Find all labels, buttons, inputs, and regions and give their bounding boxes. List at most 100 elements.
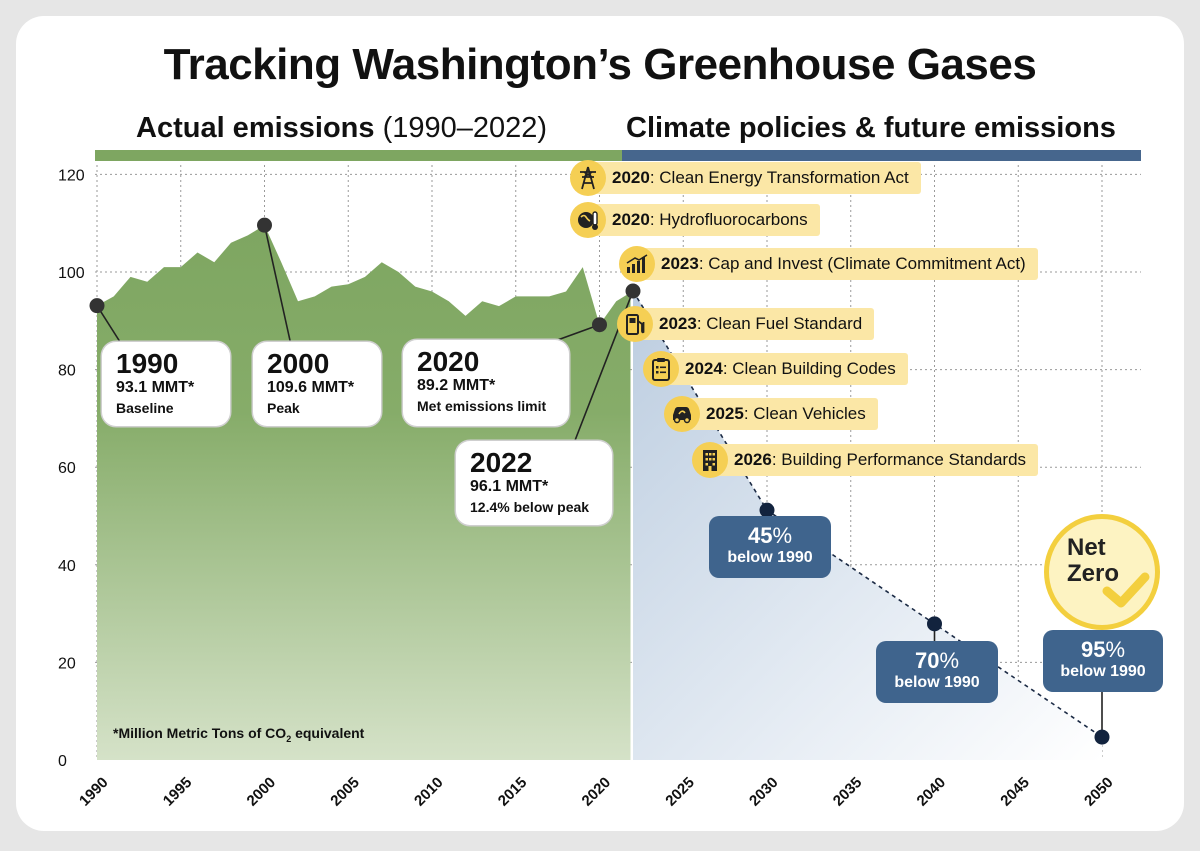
callout-year: 2022: [470, 447, 533, 478]
policy-year: 2020: [612, 168, 650, 187]
target-2050: 95% below 1990: [1043, 630, 1163, 692]
data-point: [927, 616, 942, 632]
target-percent: 70%: [876, 649, 998, 673]
power-tower-icon: [570, 160, 606, 196]
callout-value: 109.6 MMT*: [267, 379, 355, 396]
x-axis-ticks: 1990 1995 2000 2005 2010 2015 2020 2025 2030 2035…: [76, 774, 1117, 810]
bar-chart-icon: [619, 246, 655, 282]
policy-label: 2024: Clean Building Codes: [655, 353, 908, 385]
x-tick-label: 2000: [244, 774, 280, 810]
callout-year: 1990: [116, 348, 179, 379]
connector-line: [263, 224, 292, 346]
x-tick-label: 2010: [411, 774, 447, 810]
page-title: Tracking Washington’s Greenhouse Gases: [163, 40, 1037, 89]
checkmark-icon: [1102, 572, 1150, 608]
policy-name: : Cap and Invest (Climate Commitment Act…: [698, 254, 1026, 273]
y-axis-ticks: 0 20 40 60 80 100 120: [58, 167, 85, 770]
section-left-bold: Actual emissions: [136, 112, 375, 144]
x-tick-label: 2015: [495, 774, 531, 810]
data-point: [1094, 729, 1110, 745]
policy-clean-building-codes: 2024: Clean Building Codes: [643, 351, 908, 387]
x-tick-label: 2035: [830, 774, 866, 810]
data-point: [759, 502, 775, 518]
policy-year: 2026: [734, 450, 772, 469]
x-tick-label: 2030: [746, 774, 782, 810]
callout-2022: 2022 96.1 MMT* 12.4% below peak: [456, 441, 612, 525]
data-point: [625, 283, 641, 299]
target-label: below 1990: [894, 674, 980, 691]
policy-name: : Clean Vehicles: [743, 404, 866, 423]
x-tick-label: 2050: [1081, 774, 1117, 810]
target-label: below 1990: [1060, 663, 1146, 680]
footnote-text: *Million Metric Tons of CO: [113, 725, 287, 741]
data-points: [89, 217, 1110, 745]
policy-name: : Clean Building Codes: [722, 359, 896, 378]
policy-hydrofluorocarbons: 2020: Hydrofluorocarbons: [570, 202, 820, 238]
policy-year: 2023: [659, 314, 697, 333]
footnote-subscript: 2: [286, 733, 292, 744]
policy-name: : Clean Energy Transformation Act: [649, 168, 909, 187]
section-bar-blue: [622, 150, 1141, 161]
policy-name: : Building Performance Standards: [771, 450, 1027, 469]
data-point: [89, 298, 105, 314]
target-percent-value: 70: [914, 648, 940, 673]
callout-year: 2000: [267, 348, 330, 379]
connector-line: [551, 323, 600, 343]
section-bar-green: [95, 150, 622, 161]
x-tick-label: 2040: [914, 774, 950, 810]
callout-1990: 1990 93.1 MMT* Baseline: [102, 342, 230, 426]
globe-thermometer-icon: [570, 202, 606, 238]
policy-label: 2026: Building Performance Standards: [704, 444, 1039, 476]
policy-label: 2025: Clean Vehicles: [676, 398, 878, 430]
x-tick-label: 1990: [76, 774, 112, 810]
x-tick-label: 1995: [160, 774, 196, 810]
callout-note: Met emissions limit: [417, 398, 547, 414]
policy-clean-vehicles: 2025: Clean Vehicles: [664, 396, 878, 432]
data-point: [592, 317, 607, 333]
policy-clean-fuel: 2023: Clean Fuel Standard: [617, 306, 875, 342]
policy-label: 2020: Hydrofluorocarbons: [582, 204, 820, 236]
y-tick-label: 20: [58, 655, 76, 672]
policy-label: 2020: Clean Energy Transformation Act: [582, 162, 921, 194]
footnote-tail: equivalent: [291, 725, 365, 741]
target-percent-value: 45: [747, 523, 773, 548]
y-tick-label: 40: [58, 558, 76, 575]
section-left-range: (1990–2022): [374, 112, 548, 144]
policy-label: 2023: Cap and Invest (Climate Commitment…: [631, 248, 1038, 280]
target-2030: 45% below 1990: [709, 516, 831, 578]
callout-value: 89.2 MMT*: [417, 377, 496, 394]
policy-name: : Hydrofluorocarbons: [649, 210, 808, 229]
policy-building-performance: 2026: Building Performance Standards: [692, 442, 1039, 478]
section-left-title: Actual emissions (1990–2022): [136, 112, 547, 145]
net-zero-badge: Net Zero: [1044, 514, 1160, 630]
data-point: [257, 217, 272, 233]
y-tick-label: 80: [58, 363, 76, 380]
y-tick-label: 60: [58, 460, 76, 477]
callout-note: Peak: [267, 400, 300, 416]
policy-name: : Clean Fuel Standard: [696, 314, 863, 333]
policy-year: 2020: [612, 210, 650, 229]
target-percent-sign: %: [939, 648, 960, 673]
callout-2000: 2000 109.6 MMT* Peak: [253, 342, 381, 426]
callout-value: 96.1 MMT*: [470, 478, 549, 495]
target-label: below 1990: [727, 549, 813, 566]
y-tick-label: 100: [58, 265, 85, 282]
target-percent: 95%: [1043, 638, 1163, 662]
x-tick-label: 2025: [662, 774, 698, 810]
y-tick-label: 120: [58, 167, 85, 184]
car-icon: [664, 396, 700, 432]
policy-year: 2025: [706, 404, 744, 423]
target-percent-value: 95: [1080, 637, 1106, 662]
fuel-pump-icon: [617, 306, 653, 342]
callout-year: 2020: [417, 346, 480, 377]
x-tick-label: 2020: [579, 774, 615, 810]
policy-label: 2023: Clean Fuel Standard: [629, 308, 875, 340]
target-2040: 70% below 1990: [876, 641, 998, 703]
x-tick-label: 2045: [997, 774, 1033, 810]
callout-2020: 2020 89.2 MMT* Met emissions limit: [403, 340, 569, 426]
policy-year: 2023: [661, 254, 699, 273]
policy-cap-and-invest: 2023: Cap and Invest (Climate Commitment…: [619, 246, 1038, 282]
connector-line: [96, 305, 123, 346]
target-percent-sign: %: [1105, 637, 1126, 662]
net-zero-label: Net Zero: [1067, 534, 1120, 587]
